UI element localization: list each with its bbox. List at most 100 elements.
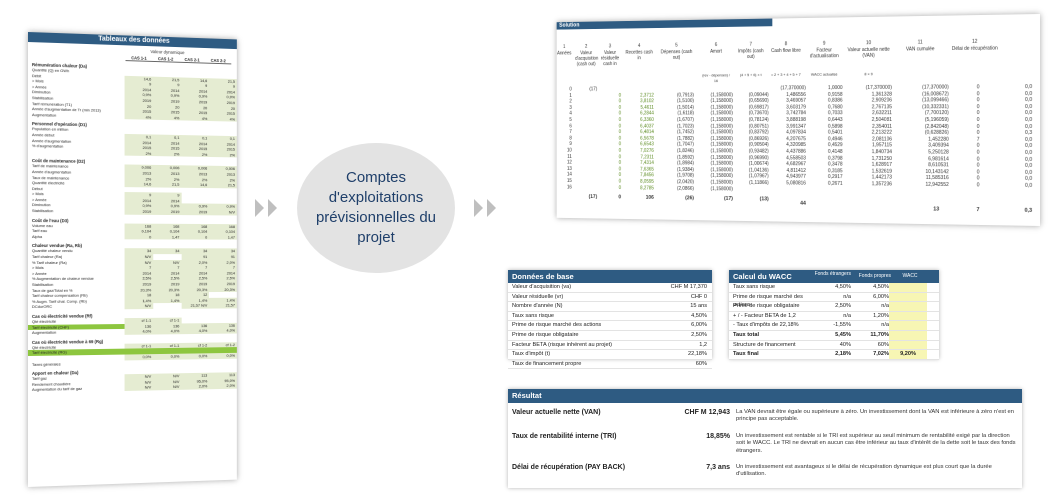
wacc-title: Calcul du WACC (733, 272, 792, 281)
row-label: Augmentation (31, 111, 57, 118)
row-value (153, 303, 181, 309)
result-description: Un investissement est avantageux si le d… (736, 464, 992, 478)
base-data-row: Taux d'impôt (t) 22,18% (508, 350, 712, 360)
solution-col-header: Années (557, 50, 572, 57)
base-data-label: Taux sans risque (512, 312, 554, 319)
solution-cell: (2,0866) (677, 185, 694, 192)
solution-total: (26) (685, 195, 694, 202)
center-label-bubble: Comptes d'exploitations prévisionnelles … (297, 143, 455, 273)
data-row: Stabilisation 2019 2019 2019 N/V (28, 208, 237, 216)
row-value: 2,0% (181, 383, 210, 390)
wacc-header: Calcul du WACC Fonds étrangers Fonds pro… (729, 270, 939, 283)
row-label: Alpha (31, 233, 43, 239)
base-data-label: Facteur BETA (risque inhérent au projet) (512, 341, 613, 348)
solution-total: (17) (724, 196, 733, 202)
solution-col-formula: (rev - dépenses) / 16 (702, 72, 730, 84)
result-label: Délai de récupération (PAY BACK) (512, 464, 626, 472)
solution-col-number: 8 (784, 41, 788, 48)
row-value: 21,57 N/V (181, 303, 210, 309)
base-data-value: 60% (695, 360, 707, 367)
row-value: 2019 (153, 209, 182, 215)
wacc-row: Taux total 5,45% 11,70% (729, 330, 939, 341)
row-label: Stabilisation (31, 208, 54, 214)
solution-col-header: Valeur résiduelle cash in (600, 50, 620, 67)
wacc-row: Taux final 2,18% 7,02% 9,20% (729, 350, 939, 360)
data-row: Alpha 0 1,47 0 1,47 (28, 233, 237, 241)
wacc-foreign: -1,55% (833, 322, 851, 329)
result-title: Résultat (508, 389, 1022, 403)
base-data-title: Données de base (508, 270, 712, 283)
base-data-row: Nombre d'année (N) 15 ans (508, 302, 712, 312)
solution-col-number: 11 (917, 39, 923, 46)
data-tables-sheet: Tableaux des données Valeur dynamique CA… (28, 32, 237, 487)
wacc-equity: n/a (881, 322, 889, 329)
solution-column-last: 0,0 0,0 0,0 0,0 0,0 0,0 0,0 0,3 0,0 0,0 0,0 0,0 0,0 0… (1009, 84, 1032, 196)
base-data-row: Valeur d'acquisition (va) CHF M 17,370 (508, 283, 712, 293)
solution-col-header: Valeur actuelle nette (VAN) (847, 46, 890, 59)
row-value: N/V (124, 303, 154, 310)
wacc-row: Structure de financement 40% 60% (729, 340, 939, 351)
row-value: 4% (124, 113, 154, 121)
wacc-label: + / - Facteur BETA de 1,2 (733, 312, 796, 319)
solution-col-header: Impôts (cash out) (737, 48, 764, 60)
solution-col-formula: = 2 + 3 + 4 + 5 + 7 (771, 71, 801, 77)
row-value: 0 (181, 234, 210, 241)
wacc-value (889, 302, 927, 311)
row-value: 2% (181, 151, 210, 158)
case-header: CAS 2-2 (205, 57, 232, 65)
solution-column-acq: (17) (575, 87, 597, 191)
solution-column-cumul: (17,370000) (16,008672) (13,099466) (10,332… (896, 85, 949, 195)
chevron-right-icon (268, 199, 277, 217)
wacc-foreign: n/a (843, 312, 851, 319)
wacc-foreign: 40% (839, 341, 851, 348)
solution-col-number: 6 (714, 42, 718, 48)
row-value: 21,57 (209, 302, 237, 309)
base-data-value: 2,50% (691, 331, 707, 338)
solution-col-number: 4 (637, 43, 641, 49)
wacc-col-wacc: WACC (902, 273, 918, 279)
wacc-equity: 11,70% (870, 331, 889, 338)
solution-column-impots: (0,09044) (0,65690) (0,69817) (0,73670) (0,7… (735, 86, 769, 193)
solution-total: 44 (800, 200, 806, 207)
row-value (181, 359, 209, 365)
base-data-row: Taux sans risque 4,50% (508, 312, 712, 322)
solution-col-number: 3 (608, 43, 612, 50)
wacc-equity: 60% (877, 341, 889, 348)
row-value: N/V (124, 384, 154, 391)
wacc-label: Taux total (733, 331, 760, 338)
solution-column-cashflow: (17,370000) 1,486556 3,469057 3,603179 3,742… (770, 85, 805, 193)
row-label: DCdurORC (31, 304, 53, 310)
row-value: 2,0% (209, 383, 237, 390)
wacc-foreign: 4,50% (835, 284, 851, 290)
row-value: 4% (209, 115, 237, 122)
wacc-row: - Taux d'impôts de 22,18% -1,55% n/a (729, 321, 939, 331)
result-value: 7,3 ans (706, 464, 730, 472)
solution-col-number: 1 (563, 44, 566, 50)
wacc-value (889, 283, 927, 292)
wacc-equity: 7,02% (873, 351, 889, 358)
wacc-panel: Calcul du WACC Fonds étrangers Fonds pro… (729, 270, 939, 360)
solution-col-header: Recettes cash in (625, 49, 653, 62)
result-description: Un investissement est rentable si le TRI… (736, 432, 1016, 454)
base-data-label: Prime de risque obligataire (512, 331, 579, 338)
case-header: CAS 1-2 (152, 56, 179, 63)
base-data-label: Valeur résiduelle (vr) (512, 293, 564, 300)
wacc-value (889, 330, 927, 340)
solution-total: 0 (618, 194, 622, 201)
solution-column-depenses: (0,7913) (1,5100) (1,5014) (1,6118) (1,6707)… (659, 86, 694, 192)
solution-cell: 0 (618, 184, 622, 191)
row-label: Augmentation (31, 329, 57, 336)
base-data-label: Valeur d'acquisition (va) (512, 284, 572, 290)
solution-col-number: 9 (822, 40, 826, 47)
solution-col-header: Cash flow libre (771, 47, 801, 54)
solution-cell: 8,2785 (640, 185, 654, 191)
case-header: CAS 2-1 (178, 56, 206, 64)
solution-col-number: 2 (584, 43, 588, 50)
base-data-label: Taux d'impôt (t) (512, 351, 551, 358)
wacc-equity: n/a (881, 303, 889, 310)
wacc-foreign: 5,45% (835, 331, 851, 338)
solution-total: (17) (588, 194, 598, 201)
base-data-value: 1,2 (699, 341, 707, 348)
solution-col-header: Dépenses (cash out) (660, 49, 693, 61)
